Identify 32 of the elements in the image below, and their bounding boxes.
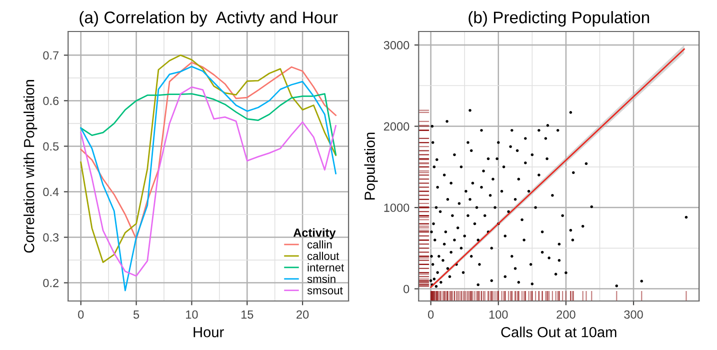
x-tick-label: 20 [296, 310, 309, 319]
line-series [80, 93, 336, 156]
y-tick-label: 0 [404, 284, 410, 294]
y-axis-title: Population [364, 132, 378, 200]
x-tick-label: 0 [78, 310, 84, 319]
legend-label: callin [308, 240, 332, 248]
x-axis-title: Calls Out at 10am [501, 326, 616, 338]
y-tick-label: 0.7 [43, 51, 58, 60]
x-tick-label: 300 [624, 310, 643, 319]
y-tick-label: 0.4 [43, 188, 59, 196]
legend-title: Activity [293, 228, 336, 240]
legend-label: smsout [307, 287, 343, 294]
y-tick-label: 1000 [384, 204, 410, 212]
x-tick-label: 10 [186, 310, 198, 319]
chart-title: (b) Predicting Population [468, 11, 650, 27]
y-axis-title: Correlation with Population [24, 80, 38, 253]
x-tick-label: 0 [428, 310, 434, 319]
legend-label: callout [308, 252, 340, 260]
y-tick-label: 0.2 [43, 278, 58, 288]
y-tick-label: 0.5 [43, 142, 59, 151]
y-tick-label: 0.3 [43, 233, 59, 242]
y-tick-label: 2000 [384, 122, 410, 131]
legend-label: smsin [307, 274, 336, 283]
y-tick-label: 0.6 [43, 96, 59, 106]
x-tick-label: 5 [133, 310, 140, 319]
legend-label: internet [308, 263, 344, 272]
x-tick-label: 15 [241, 310, 254, 319]
x-tick-label: 200 [556, 310, 576, 319]
x-axis-title: Hour [194, 327, 224, 338]
chart-title: (a) Correlation by Activty and Hour [80, 11, 338, 27]
y-tick-label: 3000 [384, 41, 410, 50]
x-tick-label: 100 [489, 310, 508, 319]
